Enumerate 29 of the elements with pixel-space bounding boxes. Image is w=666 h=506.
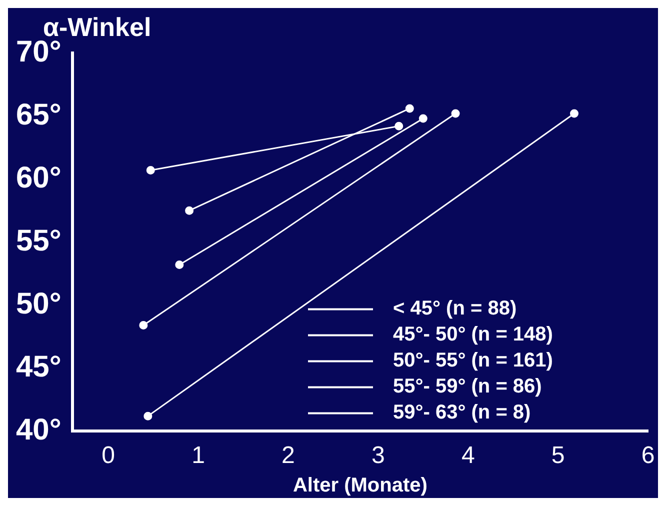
x-tick-label: 5 (551, 442, 565, 470)
point (418, 114, 428, 123)
y-tick-label: 40° (16, 413, 62, 446)
y-tick-label: 60° (16, 161, 62, 194)
x-tick-label: 4 (461, 442, 475, 470)
legend-label: 45°- 50° (n = 148) (393, 324, 553, 346)
legend-label: 59°- 63° (n = 8) (393, 402, 531, 424)
x-tick-label: 1 (192, 442, 205, 470)
x-tick-label: 2 (282, 442, 295, 470)
legend-label: 55°- 59° (n = 86) (393, 376, 542, 398)
y-tick-label: 50° (16, 287, 62, 320)
point (394, 122, 404, 130)
x-tick-label: 0 (102, 442, 116, 470)
y-tick-label: 45° (16, 350, 62, 384)
x-tick-label: 6 (641, 442, 655, 470)
x-axis-title: Alter (Monate) (292, 474, 428, 497)
point (405, 104, 414, 113)
point (570, 109, 578, 118)
point (185, 206, 194, 215)
y-tick-label: 55° (16, 224, 62, 258)
point (146, 166, 155, 174)
y-tick-label: 65° (16, 98, 62, 132)
legend-label: 50°- 55° (n = 161) (393, 350, 553, 372)
point (139, 321, 148, 330)
point (175, 260, 184, 270)
x-tick-label: 3 (371, 442, 385, 470)
legend-label: < 45° (n = 88) (393, 298, 517, 320)
point (144, 412, 152, 420)
point (451, 109, 460, 118)
